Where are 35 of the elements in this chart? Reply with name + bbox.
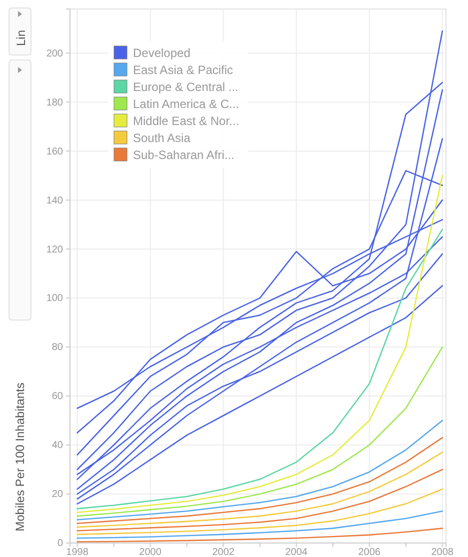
line-series [76, 437, 443, 524]
y-tick-label: 20 [52, 489, 64, 500]
y-tick-label: 120 [46, 244, 64, 256]
y-tick-label: 160 [46, 146, 64, 158]
y-axis-title: Mobiles Per 100 Inhabitants [13, 382, 27, 532]
line-series [76, 420, 443, 520]
legend-label: East Asia & Pacific [133, 63, 234, 77]
legend-label: Latin America & C... [133, 97, 240, 111]
line-series [76, 468, 443, 532]
y-tick-label: 0 [57, 538, 64, 550]
x-tick-label: 1998 [66, 547, 89, 557]
line-series [76, 510, 443, 539]
y-tick-label: 180 [46, 97, 64, 108]
legend-label: Middle East & Nor... [133, 114, 240, 128]
y-tick-label: 100 [46, 293, 64, 304]
y-tick-label: 200 [46, 48, 64, 60]
legend-label: South Asia [133, 131, 191, 145]
legend-label: Developed [133, 46, 190, 60]
line-series [76, 285, 443, 504]
line-series [76, 528, 443, 542]
legend-label: Europe & Central ... [133, 80, 238, 94]
x-tick-label: 2004 [285, 547, 308, 557]
x-tick-label: 2006 [358, 547, 381, 557]
text: Lin [14, 30, 28, 46]
line-series [76, 452, 443, 528]
y-tick-label: 80 [52, 342, 64, 354]
line-series [76, 346, 443, 517]
y-tick-label: 140 [46, 195, 64, 206]
x-tick-label: 2000 [139, 547, 162, 557]
x-tick-label: 2008 [431, 547, 454, 557]
x-tick-label: 2002 [212, 547, 235, 557]
legend-label: Sub-Saharan Afri... [133, 148, 234, 162]
line-series [76, 488, 443, 536]
y-tick-label: 60 [52, 391, 64, 402]
y-tick-label: 40 [52, 440, 64, 452]
